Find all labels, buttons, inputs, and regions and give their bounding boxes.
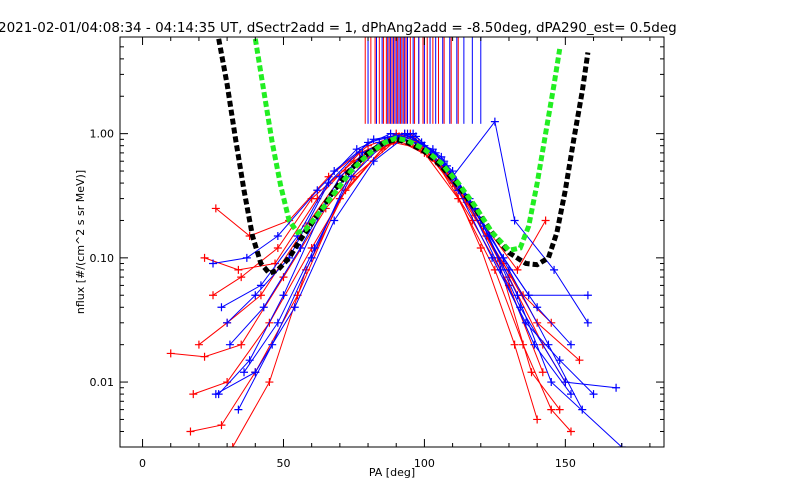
data-point (313, 186, 322, 195)
plot-area (166, 37, 626, 447)
data-point (251, 291, 260, 300)
data-point (200, 352, 209, 361)
data-point (530, 340, 539, 349)
data-point (251, 368, 260, 377)
data-point (240, 368, 249, 377)
data-point (561, 378, 570, 387)
data-point (237, 273, 246, 282)
x-tick-label: 100 (414, 457, 435, 470)
data-point (510, 216, 519, 225)
data-point (566, 427, 575, 436)
data-point (476, 244, 485, 253)
data-point (547, 405, 556, 414)
series-line (212, 120, 589, 324)
data-point (330, 216, 339, 225)
x-tick-label: 150 (555, 457, 576, 470)
series-line (212, 133, 552, 324)
data-point (566, 340, 575, 349)
data-point (211, 390, 220, 399)
data-point (555, 405, 564, 414)
data-point (279, 273, 288, 282)
data-point (265, 378, 274, 387)
data-point (352, 145, 361, 154)
data-point (279, 291, 288, 300)
data-point (211, 204, 220, 213)
series-line (193, 141, 561, 410)
x-tick-label: 50 (276, 457, 290, 470)
data-point (369, 157, 378, 166)
data-point (550, 265, 559, 274)
data-point (228, 443, 237, 447)
data-point (242, 253, 251, 262)
series-line (190, 135, 572, 432)
data-point (307, 253, 316, 262)
data-point (256, 281, 265, 290)
data-point (544, 340, 553, 349)
x-tick-label: 0 (139, 457, 146, 470)
data-point (225, 340, 234, 349)
data-point (194, 340, 203, 349)
series-line (243, 135, 617, 389)
data-point (217, 303, 226, 312)
data-point (527, 368, 536, 377)
data-point (273, 231, 282, 240)
data-point (533, 415, 542, 424)
data-point (566, 390, 575, 399)
plot-frame (119, 36, 665, 448)
data-point (538, 368, 547, 377)
data-point (547, 378, 556, 387)
y-tick-label: 0.01 (90, 376, 115, 389)
data-point (612, 383, 621, 392)
data-point (583, 291, 592, 300)
data-point (583, 318, 592, 327)
chart-title: 2021-02-01/04:08:34 - 04:14:35 UT, dSect… (0, 20, 677, 36)
data-point (330, 167, 339, 176)
data-point (166, 349, 175, 358)
data-point (217, 421, 226, 430)
data-point (589, 390, 598, 399)
data-point (273, 318, 282, 327)
data-point (234, 405, 243, 414)
axes: 0 50 100 150 0.01 0.10 1.00 (90, 36, 664, 470)
data-point (369, 135, 378, 144)
data-point (189, 390, 198, 399)
y-tick-label: 0.10 (90, 252, 115, 265)
data-point (223, 318, 232, 327)
data-point (209, 291, 218, 300)
fit-curve (216, 38, 591, 277)
data-point (209, 259, 218, 268)
y-axis-label: nflux [#/(cm^2 s sr MeV)] (74, 170, 87, 314)
data-point (234, 265, 243, 274)
data-point (496, 265, 505, 274)
data-point (200, 253, 209, 262)
data-point (259, 303, 268, 312)
fit-curve (252, 38, 563, 254)
data-point (186, 427, 195, 436)
data-point (273, 244, 282, 253)
y-tick-label: 1.00 (90, 128, 115, 141)
data-point (237, 340, 246, 349)
data-point (575, 356, 584, 365)
data-point (290, 303, 299, 312)
data-point (490, 117, 499, 126)
data-point (510, 340, 519, 349)
data-point (513, 265, 522, 274)
data-point (541, 216, 550, 225)
data-point (578, 405, 587, 414)
data-point (409, 129, 418, 138)
data-point (310, 244, 319, 253)
x-axis-label: PA [deg] (369, 466, 415, 479)
data-point (533, 303, 542, 312)
data-point (524, 291, 533, 300)
